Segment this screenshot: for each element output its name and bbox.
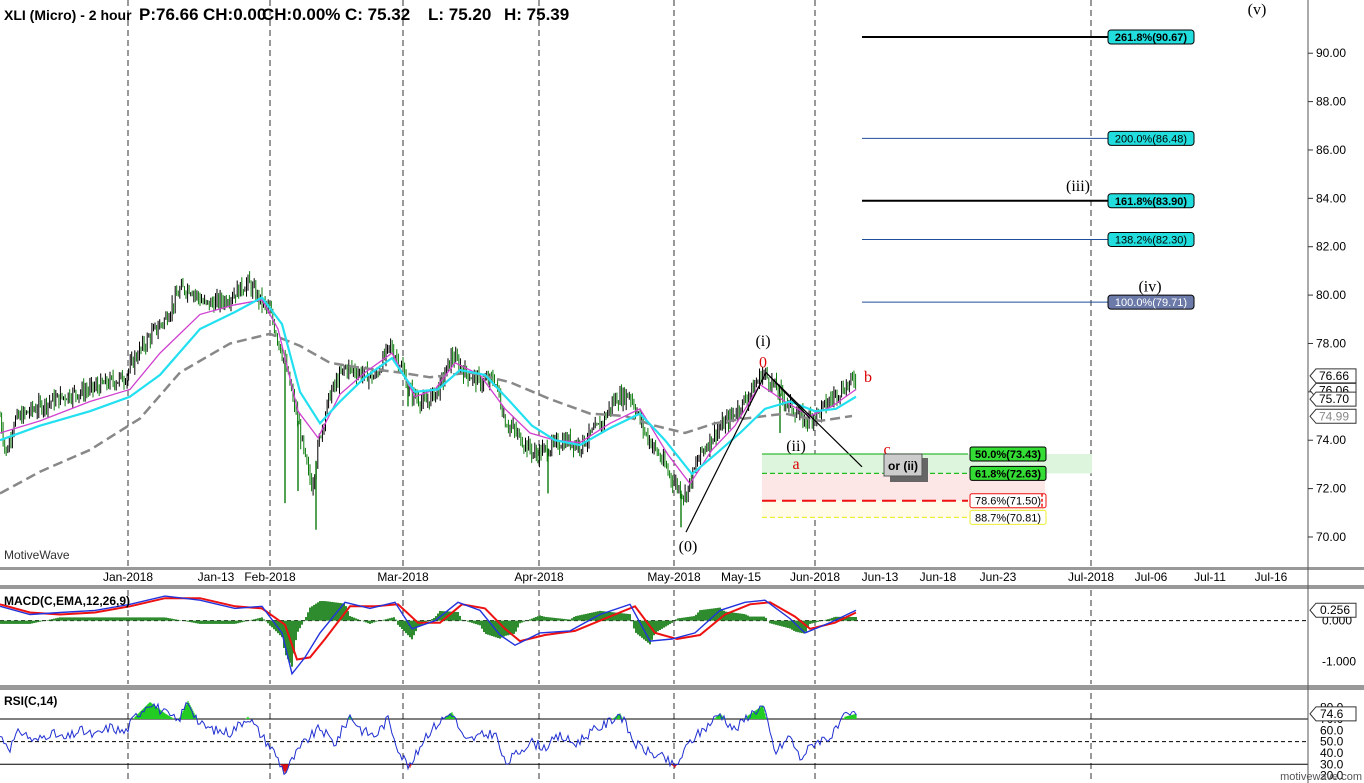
retracement-badge [969, 446, 1047, 462]
fib-extension-label: 100.0%(79.71) [1115, 297, 1187, 309]
price-tag [1309, 391, 1357, 407]
fib-extension-label: 138.2%(82.30) [1115, 234, 1187, 246]
callout-box [883, 453, 923, 477]
x-tick-label: Jan-13 [198, 570, 235, 584]
y-tick-label: 82.00 [1316, 240, 1346, 254]
wave-label: (v) [1248, 2, 1267, 19]
rsi-tag-label: 74.6 [1320, 707, 1344, 721]
rsi-y-tick-label: 60.0 [1320, 723, 1344, 737]
fib-extension-badge [1107, 193, 1195, 209]
panel-separator [0, 567, 1364, 570]
x-tick-label: Mar-2018 [377, 570, 429, 584]
y-tick-label: 80.00 [1316, 288, 1346, 302]
y-tick-label: 88.00 [1316, 95, 1346, 109]
macd-title: MACD(C,EMA,12,26,9) [4, 594, 130, 608]
fibonacci-levels: 261.8%(90.67) 200.0%(86.48) 161.8%(83.90) 1… [762, 29, 1195, 525]
rsi-line [0, 702, 857, 776]
retracement-label: 61.8%(72.63) [975, 468, 1041, 480]
close-value: C: 75.32 [345, 5, 410, 24]
x-tick-label: Jun-18 [920, 570, 957, 584]
rsi-title: RSI(C,14) [4, 694, 57, 708]
rsi-y-tick-label: 50.0 [1320, 735, 1344, 749]
wave-line [685, 372, 767, 533]
callout-label: or (ii) [888, 459, 918, 473]
fib-extension-badge [1107, 294, 1195, 310]
wave-line [765, 372, 863, 468]
indicator-lines [0, 296, 863, 776]
fib-extension-badge [1107, 231, 1195, 247]
fib-extension-label: 200.0%(86.48) [1115, 133, 1187, 145]
x-tick-label: Jun-2018 [790, 570, 840, 584]
x-tick-label: Jul-2018 [1068, 570, 1114, 584]
x-tick-label: Jul-11 [1194, 570, 1226, 584]
fib-extension-label: 161.8%(83.90) [1115, 196, 1187, 208]
y-tick-label: 70.00 [1316, 530, 1346, 544]
footer-watermark: motivewave.com [1280, 771, 1362, 783]
retracement-badge [969, 493, 1047, 509]
x-tick-label: Jun-23 [980, 570, 1017, 584]
fib-extension-badge [1107, 29, 1195, 45]
change-percent: CH:0.00% [262, 5, 340, 24]
retracement-badge [969, 509, 1047, 525]
macd-tag-label: 0.256 [1320, 603, 1350, 617]
price-tag-label: 75.70 [1319, 392, 1349, 406]
high-value: H: 75.39 [504, 5, 569, 24]
price-tag [1309, 368, 1357, 384]
wave-label: (ii) [786, 438, 806, 455]
y-tick-label: 86.00 [1316, 143, 1346, 157]
y-tick-label: 74.00 [1316, 433, 1346, 447]
rsi-y-tick-label: 20.0 [1320, 769, 1344, 783]
panel-separator [0, 585, 1364, 589]
rsi-y-tick-label: 30.0 [1320, 757, 1344, 771]
fast-moving-average [0, 299, 857, 485]
macd-tag [1309, 602, 1357, 618]
wave-label: (iii) [1066, 178, 1090, 195]
price-value: P:76.66 [139, 5, 199, 24]
price-tag-label: 74.99 [1319, 409, 1349, 423]
wave-label: (iv) [1138, 278, 1161, 295]
wave-labels: (i) 0 (ii)a c b (0) (iii) (iv) (v) or (ii) [679, 2, 1267, 556]
x-tick-label: Jul-06 [1135, 570, 1168, 584]
retracement-label: 88.7%(70.81) [975, 512, 1041, 524]
macd-line [0, 595, 857, 676]
y-tick-label: 78.00 [1316, 336, 1346, 350]
watermark: MotiveWave [4, 548, 70, 562]
wave-label: b [864, 369, 872, 386]
macd-signal-line [0, 597, 857, 661]
slow-moving-average [0, 332, 853, 495]
y-tick-label: 84.00 [1316, 191, 1346, 205]
x-tick-label: Jan-2018 [103, 570, 153, 584]
change-value: CH:0.00 [203, 5, 266, 24]
panel-separator [0, 685, 1364, 690]
x-tick-label: Apr-2018 [514, 570, 564, 584]
retracement-badge [969, 465, 1047, 481]
wave-label: (0) [679, 538, 698, 555]
wave-label: a [792, 456, 799, 473]
price-tag-label: 76.66 [1319, 369, 1349, 383]
wave-label: (i) [755, 333, 770, 350]
y-tick-label: 72.00 [1316, 482, 1346, 496]
x-tick-label: Jun-13 [862, 570, 899, 584]
wave-label: 0 [759, 355, 767, 372]
header: XLI (Micro) - 2 hour P:76.66 CH:0.00 CH:… [4, 5, 569, 24]
rsi-y-tick-label: 40.0 [1320, 746, 1344, 760]
low-value: L: 75.20 [428, 5, 491, 24]
x-tick-label: May-2018 [647, 570, 701, 584]
wave-label: c [883, 442, 890, 459]
x-tick-label: May-15 [721, 570, 761, 584]
retracement-label: 78.6%(71.50) [975, 496, 1041, 508]
symbol-title: XLI (Micro) - 2 hour [4, 7, 132, 23]
x-tick-label: Feb-2018 [244, 570, 296, 584]
fib-extension-label: 261.8%(90.67) [1115, 32, 1187, 44]
price-tag [1309, 408, 1357, 424]
x-tick-label: Jul-16 [1255, 570, 1288, 584]
y-tick-label: 90.00 [1316, 46, 1346, 60]
retracement-label: 50.0%(73.43) [975, 449, 1041, 461]
fib-extension-badge [1107, 130, 1195, 146]
macd-y-tick-label: -1.000 [1322, 655, 1356, 669]
rsi-tag [1309, 706, 1357, 722]
